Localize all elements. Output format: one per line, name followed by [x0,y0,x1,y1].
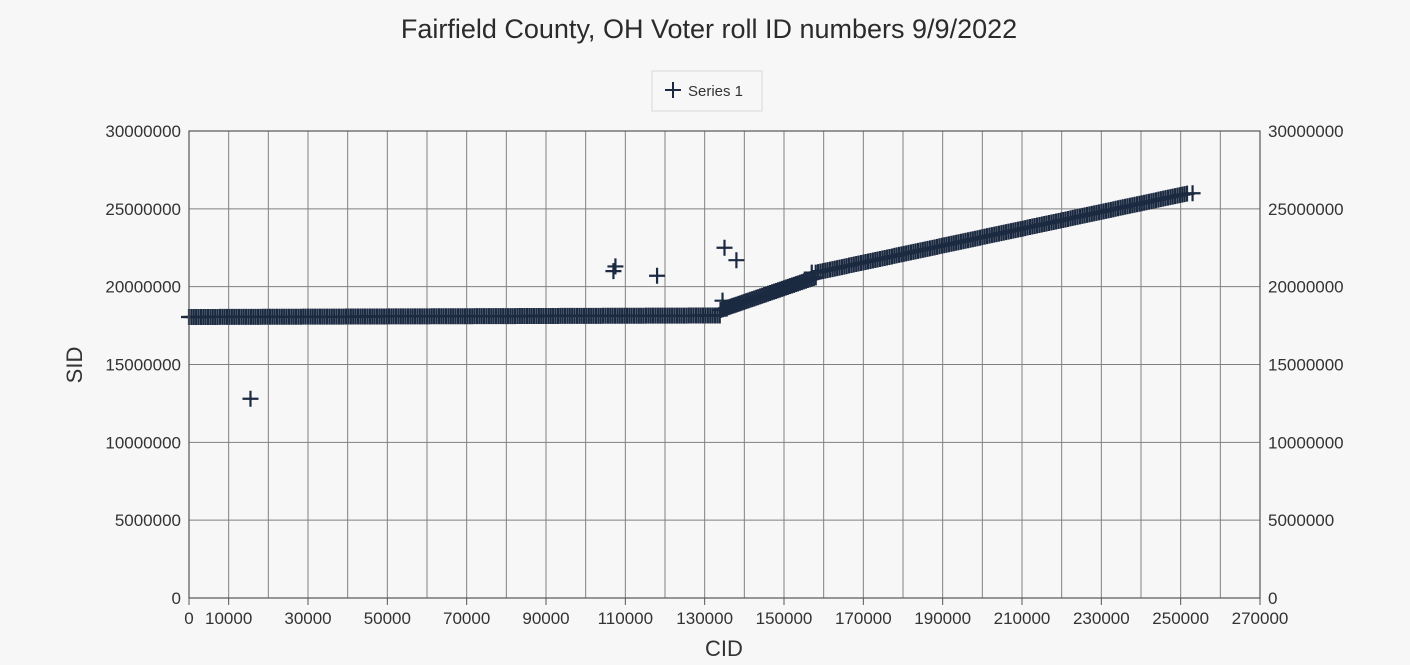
y-tick-label-right: 25000000 [1268,200,1344,219]
x-tick-label: 230000 [1073,609,1130,628]
y-tick-label-left: 0 [172,589,181,608]
tick-labels: 0 10000 30000 50000 70000 90000 110000 130000 15… [105,122,1343,628]
x-tick-label: 150000 [756,609,813,628]
data-points [181,185,1201,407]
x-tick-label: 30000 [284,609,331,628]
x-tick-label: 0 [184,609,193,628]
data-point [716,239,733,256]
data-point [607,258,624,275]
data-point [242,390,259,407]
legend-marker [665,82,681,98]
x-axis-label: CID [705,636,743,660]
plot-frame [188,130,1261,599]
data-point [803,264,820,281]
grid-lines [188,130,1261,599]
chart-title: Fairfield County, OH Voter roll ID numbe… [401,14,1017,44]
y-tick-label-right: 15000000 [1268,356,1344,375]
legend-label: Series 1 [688,83,743,100]
y-tick-label-left: 20000000 [105,278,181,297]
x-tick-label: 90000 [522,609,569,628]
x-tick-label: 130000 [676,609,733,628]
y-tick-label-left: 10000000 [105,433,181,452]
x-tick-label: 10000 [205,609,252,628]
x-tick-label: 110000 [598,609,653,628]
axes [188,130,1261,605]
x-tick-label: 50000 [364,609,411,628]
y-tick-label-left: 15000000 [105,356,181,375]
y-tick-label-right: 10000000 [1268,433,1344,452]
x-tick-label: 270000 [1232,609,1289,628]
y-tick-label-left: 25000000 [105,200,181,219]
x-tick-label: 70000 [443,609,490,628]
y-axis-label: SID [62,347,87,384]
data-point [728,252,745,269]
data-point [1184,185,1201,202]
y-tick-label-right: 5000000 [1268,511,1334,530]
x-tick-label: 170000 [835,609,892,628]
y-tick-label-right: 30000000 [1268,122,1344,141]
y-tick-label-right: 20000000 [1268,278,1344,297]
x-tick-label: 190000 [914,609,971,628]
x-tick-label: 210000 [994,609,1051,628]
data-point [714,292,731,309]
x-tick-label: 250000 [1152,609,1209,628]
data-point [649,267,666,284]
y-tick-label-right: 0 [1268,589,1277,608]
y-tick-label-left: 30000000 [105,122,181,141]
y-tick-label-left: 5000000 [115,511,181,530]
legend: Series 1 [651,70,763,112]
